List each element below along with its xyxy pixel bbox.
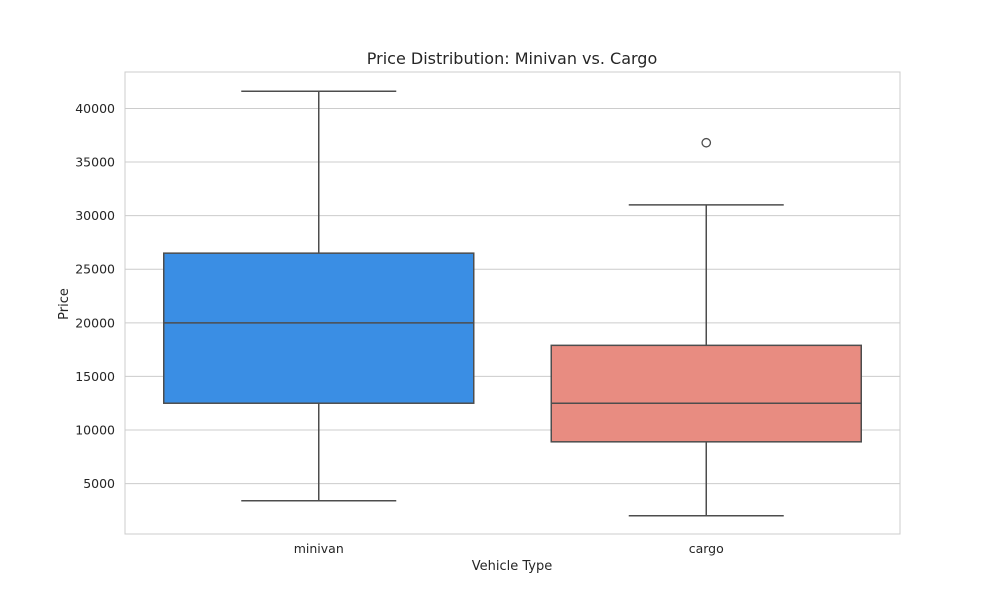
- y-tick-label: 15000: [75, 369, 115, 384]
- iqr-box: [163, 252, 475, 404]
- boxes-layer: [163, 90, 862, 517]
- x-tick-label: minivan: [294, 541, 344, 556]
- box-cargo: [550, 137, 862, 517]
- ticks-layer: 5000 10000 15000 20000 25000 30000 35000 40000 m…: [75, 101, 724, 556]
- iqr-box: [550, 344, 862, 443]
- y-axis-label: Price: [57, 288, 72, 320]
- x-tick-label: cargo: [689, 541, 724, 556]
- y-tick-label: 30000: [75, 208, 115, 223]
- plot-frame: [124, 71, 901, 535]
- x-axis-label: Vehicle Type: [472, 559, 552, 574]
- box-minivan: [163, 90, 475, 502]
- y-tick-label: 10000: [75, 423, 115, 438]
- y-tick-label: 35000: [75, 155, 115, 170]
- chart-title: Price Distribution: Minivan vs. Cargo: [367, 49, 657, 68]
- y-tick-label: 20000: [75, 315, 115, 330]
- y-tick-label: 5000: [83, 476, 115, 491]
- y-tick-label: 25000: [75, 262, 115, 277]
- outlier-point: [701, 137, 712, 148]
- y-tick-label: 40000: [75, 101, 115, 116]
